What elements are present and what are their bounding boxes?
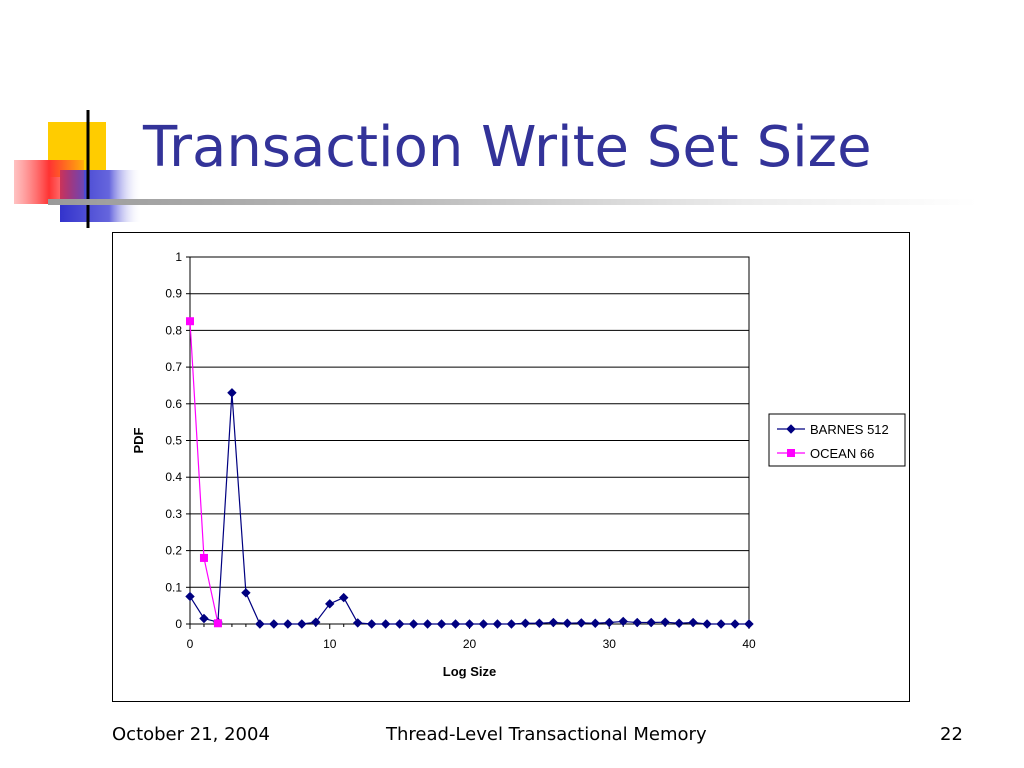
data-point-barnes-512	[590, 618, 600, 628]
data-point-barnes-512	[199, 613, 209, 624]
legend-box	[768, 413, 906, 467]
y-tick-label: 0.3	[165, 507, 182, 521]
footer-presentation-title: Thread-Level Transactional Memory	[386, 724, 707, 745]
data-point-barnes-512	[492, 619, 503, 629]
data-point-ocean-66	[186, 317, 194, 326]
y-tick-label: 0.1	[165, 580, 182, 594]
data-point-barnes-512	[380, 619, 391, 629]
data-point-barnes-512	[716, 619, 726, 629]
title-underline	[48, 199, 978, 205]
data-point-barnes-512	[255, 619, 265, 629]
data-point-barnes-512	[478, 619, 489, 629]
y-tick-label: 0.4	[165, 470, 182, 484]
data-point-barnes-512	[464, 619, 475, 629]
data-point-barnes-512	[576, 618, 587, 628]
y-tick-label: 0.5	[165, 434, 182, 448]
data-point-barnes-512	[241, 588, 251, 598]
data-point-barnes-512	[506, 619, 517, 629]
data-point-barnes-512	[450, 619, 461, 629]
data-point-barnes-512	[436, 619, 447, 629]
y-tick-label: 0.9	[165, 287, 182, 301]
y-tick-label: 0.2	[165, 544, 182, 558]
slide-logo	[14, 110, 148, 228]
y-axis-label: PDF	[131, 427, 146, 453]
data-point-barnes-512	[534, 618, 545, 628]
footer-date: October 21, 2004	[112, 724, 270, 745]
data-point-barnes-512	[408, 619, 419, 629]
data-point-barnes-512	[688, 617, 698, 628]
logo-red-square	[14, 160, 84, 204]
legend-marker-barnes-512	[786, 424, 796, 434]
data-point-barnes-512	[227, 388, 237, 398]
y-tick-label: 0.7	[165, 360, 182, 374]
slide-title: Transaction Write Set Size	[143, 115, 872, 180]
legend-marker-ocean-66	[787, 449, 795, 457]
y-tick-label: 0	[175, 617, 182, 631]
data-point-barnes-512	[520, 618, 531, 628]
y-tick-label: 1	[175, 250, 182, 264]
data-point-barnes-512	[311, 617, 321, 627]
legend-label-ocean-66: OCEAN 66	[810, 446, 874, 461]
x-tick-label: 30	[603, 637, 617, 651]
x-axis-label: Log Size	[443, 664, 496, 679]
data-point-barnes-512	[422, 619, 433, 629]
footer-page-number: 22	[940, 724, 963, 745]
data-point-barnes-512	[730, 619, 740, 629]
y-tick-label: 0.8	[165, 323, 182, 337]
data-point-barnes-512	[269, 619, 279, 629]
x-tick-label: 10	[323, 637, 337, 651]
data-point-barnes-512	[632, 617, 642, 628]
data-point-barnes-512	[660, 617, 670, 627]
data-point-barnes-512	[562, 618, 573, 628]
data-point-barnes-512	[185, 591, 195, 602]
data-point-barnes-512	[283, 619, 293, 629]
data-point-barnes-512	[618, 616, 628, 627]
data-point-barnes-512	[702, 619, 712, 629]
data-point-barnes-512	[352, 618, 363, 628]
data-point-barnes-512	[604, 617, 614, 628]
data-point-barnes-512	[674, 618, 684, 628]
data-point-barnes-512	[744, 619, 754, 629]
x-tick-label: 0	[187, 637, 194, 651]
data-point-barnes-512	[646, 617, 656, 628]
data-point-barnes-512	[297, 619, 307, 629]
y-tick-label: 0.6	[165, 397, 182, 411]
data-point-barnes-512	[366, 619, 377, 629]
data-point-barnes-512	[339, 592, 349, 603]
x-tick-label: 20	[463, 637, 477, 651]
data-point-barnes-512	[325, 599, 335, 609]
chart-frame: 0 0.1 0.2 0.3 0.4 0.5 0.6 0.7 0.8 0.9 1 0 10 20 30 40 Lo…	[112, 232, 910, 702]
data-point-barnes-512	[548, 617, 559, 628]
data-point-ocean-66	[213, 619, 222, 628]
data-point-barnes-512	[394, 619, 405, 629]
x-tick-label: 40	[742, 637, 756, 651]
data-point-ocean-66	[199, 553, 208, 562]
legend-label-barnes-512: BARNES 512	[810, 422, 889, 437]
chart-svg: 00.10.20.30.40.50.60.70.80.910 10 20 30 40Lo…	[131, 250, 906, 679]
